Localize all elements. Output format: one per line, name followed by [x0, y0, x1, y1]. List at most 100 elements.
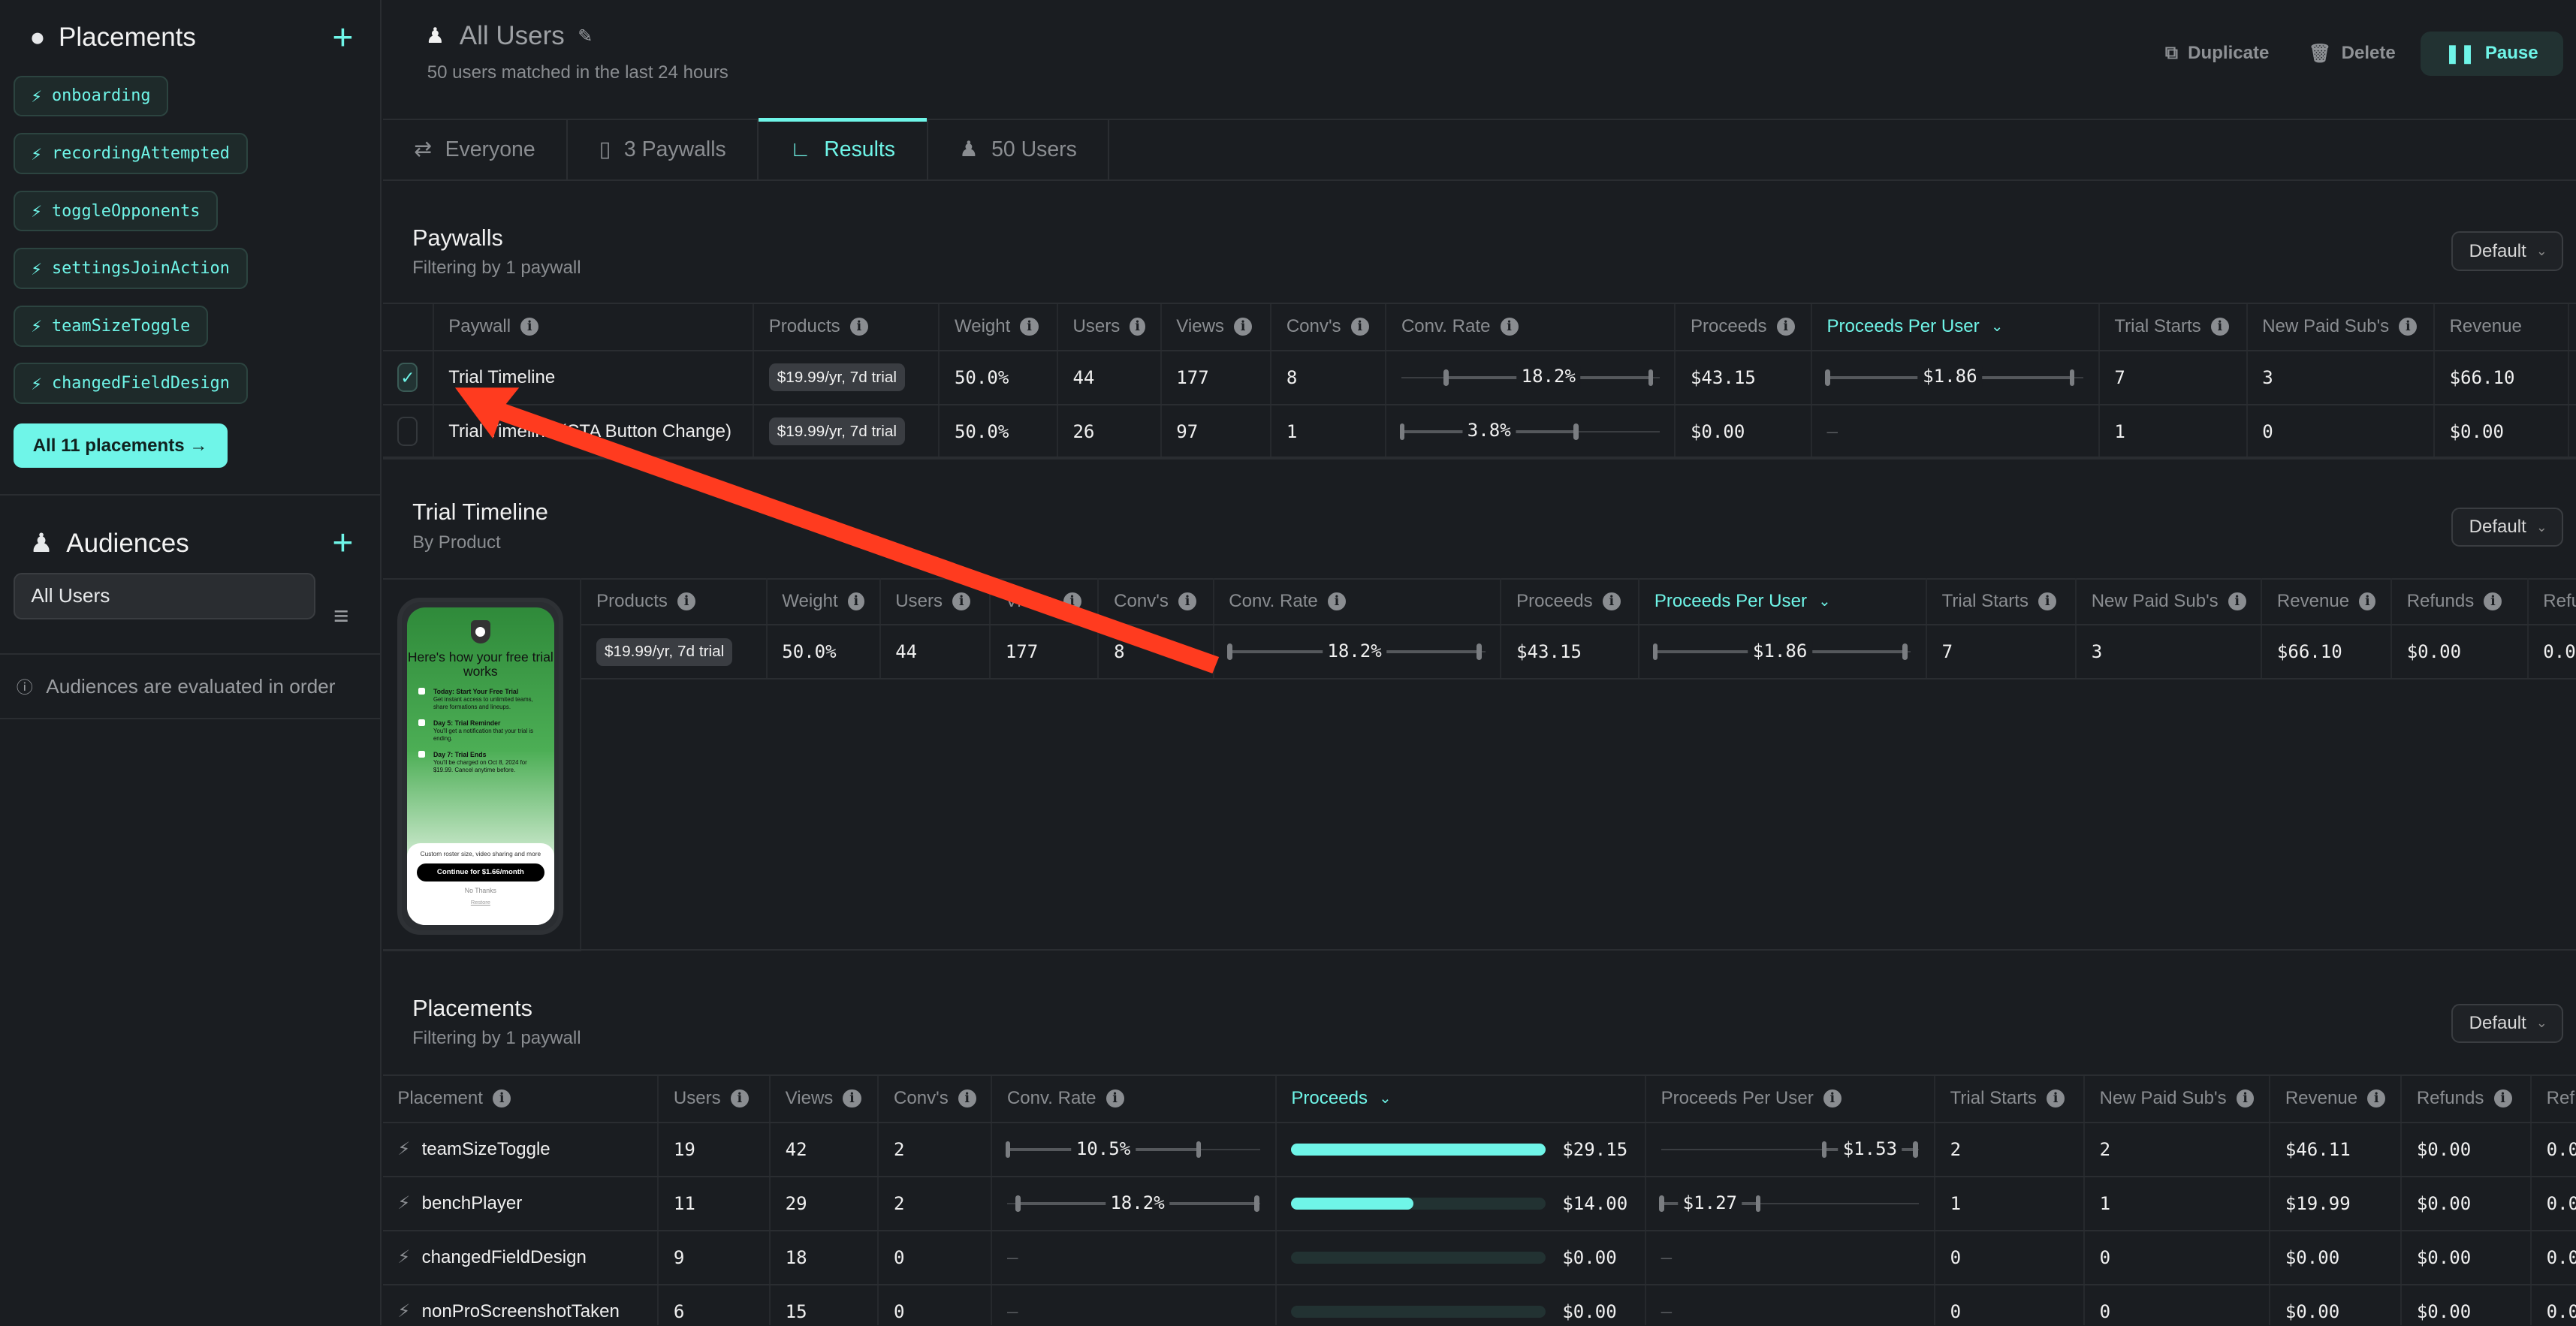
- table-row[interactable]: ⚡︎ benchPlayer 11 29 2 18.2% $14.00 $1.27 1 1 $19.…: [382, 1177, 2576, 1231]
- info-icon[interactable]: i: [1500, 318, 1519, 336]
- placement-chip-teamsizetoggle[interactable]: ⚡︎ teamSizeToggle: [13, 305, 209, 347]
- placement-chip-recordingattempted[interactable]: ⚡︎ recordingAttempted: [13, 133, 248, 174]
- tab-3-paywalls[interactable]: ▯ 3 Paywalls: [568, 119, 759, 179]
- column-header-products[interactable]: Products i: [581, 578, 768, 625]
- column-header-weight[interactable]: Weight i: [940, 303, 1058, 350]
- row-checkbox[interactable]: ✓: [397, 363, 418, 393]
- by-product-sort-dropdown[interactable]: Default ⌄: [2451, 507, 2563, 547]
- add-audience-button[interactable]: +: [332, 523, 354, 564]
- table-row[interactable]: ⚡︎ teamSizeToggle 19 42 2 10.5% $29.15 $1.53 2 2 $…: [382, 1123, 2576, 1177]
- info-icon[interactable]: i: [730, 1089, 749, 1108]
- info-icon[interactable]: i: [1178, 592, 1197, 610]
- all-placements-button[interactable]: All 11 placements →: [13, 423, 228, 469]
- table-row[interactable]: ⚡︎ changedFieldDesign 9 18 0 — $0.00 — 0 0 $0.00 $0…: [382, 1231, 2576, 1285]
- info-icon[interactable]: i: [1130, 318, 1145, 336]
- duplicate-button[interactable]: ⧉ Duplicate: [2150, 32, 2284, 76]
- add-placement-button[interactable]: +: [332, 17, 354, 58]
- sort-chevron-down-icon[interactable]: ⌄: [1379, 1090, 1392, 1108]
- column-header-revenue[interactable]: Revenue i: [2262, 578, 2392, 625]
- column-header-conv-s[interactable]: Conv's i: [1099, 578, 1214, 625]
- column-header-views[interactable]: Views i: [771, 1075, 879, 1122]
- column-header-users[interactable]: Users i: [881, 578, 991, 625]
- column-header-revenue[interactable]: Revenue: [2435, 303, 2570, 350]
- info-icon[interactable]: i: [1350, 318, 1369, 336]
- placement-chip-toggleopponents[interactable]: ⚡︎ toggleOpponents: [13, 190, 219, 232]
- column-header-refunds[interactable]: Refunds i: [2402, 1075, 2532, 1122]
- column-header-refu[interactable]: Refu: [2529, 578, 2576, 624]
- info-icon[interactable]: i: [1776, 318, 1795, 336]
- column-header-trial-starts[interactable]: Trial Starts i: [2100, 303, 2248, 350]
- info-icon[interactable]: i: [2228, 592, 2246, 610]
- audience-item-all-users[interactable]: All Users: [13, 573, 315, 619]
- column-header-new-paid-sub-s[interactable]: New Paid Sub's i: [2085, 1075, 2271, 1122]
- info-icon[interactable]: i: [2484, 592, 2502, 610]
- column-header-paywall[interactable]: Paywall i: [434, 303, 755, 350]
- column-header-new-paid-sub-s[interactable]: New Paid Sub's i: [2077, 578, 2263, 625]
- info-icon[interactable]: i: [843, 1089, 861, 1108]
- info-icon[interactable]: i: [2038, 592, 2057, 610]
- column-header-proceeds-per-user[interactable]: Proceeds Per User i: [1646, 1075, 1935, 1122]
- info-icon[interactable]: i: [952, 592, 971, 610]
- info-icon[interactable]: i: [1602, 592, 1621, 610]
- column-header-proceeds[interactable]: Proceeds i: [1676, 303, 1812, 350]
- edit-pencil-icon[interactable]: ✎: [578, 26, 593, 47]
- column-header-proceeds[interactable]: Proceeds ⌄: [1277, 1075, 1646, 1122]
- column-header-users[interactable]: Users i: [659, 1075, 771, 1122]
- table-row[interactable]: ⚡︎ nonProScreenshotTaken 6 15 0 — $0.00 — 0 0 $0.0…: [383, 1285, 2576, 1326]
- column-header-ref[interactable]: Ref: [2532, 1076, 2576, 1122]
- table-row[interactable]: Trial Timeline (CTA Button Change) $19.99…: [382, 405, 2576, 460]
- column-header-refunds[interactable]: Refunds i: [2392, 578, 2529, 625]
- column-header-products[interactable]: Products i: [754, 303, 940, 350]
- placement-chip-changedfielddesign[interactable]: ⚡︎ changedFieldDesign: [13, 363, 248, 405]
- column-header-placement[interactable]: Placement i: [383, 1075, 659, 1122]
- info-icon[interactable]: i: [1063, 592, 1081, 610]
- column-header-trial-starts[interactable]: Trial Starts i: [1935, 1075, 2085, 1122]
- placement-chip-settingsjoinaction[interactable]: ⚡︎ settingsJoinAction: [13, 248, 248, 289]
- column-header-conv-s[interactable]: Conv's i: [1271, 303, 1387, 350]
- info-icon[interactable]: i: [520, 318, 539, 336]
- tab-50-users[interactable]: ♟ 50 Users: [928, 119, 1110, 179]
- info-icon[interactable]: i: [2493, 1089, 2512, 1108]
- column-header-conv-s[interactable]: Conv's i: [879, 1075, 993, 1122]
- placements-sort-dropdown[interactable]: Default ⌄: [2451, 1003, 2563, 1044]
- info-icon[interactable]: i: [2359, 592, 2376, 610]
- column-header-conv-rate[interactable]: Conv. Rate i: [992, 1075, 1277, 1122]
- delete-button[interactable]: 🗑 Delete: [2294, 32, 2410, 76]
- info-icon[interactable]: i: [677, 592, 696, 610]
- column-header-users[interactable]: Users i: [1058, 303, 1162, 350]
- column-header-conv-rate[interactable]: Conv. Rate i: [1386, 303, 1676, 350]
- tab-everyone[interactable]: ⇄ Everyone: [383, 119, 569, 179]
- info-icon[interactable]: i: [2210, 318, 2229, 336]
- placement-chip-onboarding[interactable]: ⚡︎ onboarding: [13, 75, 169, 117]
- info-icon[interactable]: i: [2236, 1089, 2255, 1108]
- info-icon[interactable]: i: [493, 1089, 511, 1108]
- table-row[interactable]: $19.99/yr, 7d trial 50.0% 44 177 8 18.2% $43.1…: [581, 625, 2576, 680]
- paywalls-sort-dropdown[interactable]: Default ⌄: [2451, 231, 2563, 271]
- info-icon[interactable]: i: [1327, 592, 1346, 610]
- pause-button[interactable]: ❚❚ Pause: [2420, 31, 2563, 76]
- info-icon[interactable]: i: [1234, 318, 1253, 336]
- info-icon[interactable]: i: [1823, 1089, 1842, 1108]
- sort-chevron-down-icon[interactable]: ⌄: [1990, 318, 2004, 336]
- drag-handle-icon[interactable]: ≡: [333, 601, 349, 631]
- row-checkbox[interactable]: [397, 417, 418, 447]
- column-header-proceeds-per-user[interactable]: Proceeds Per User ⌄: [1639, 578, 1927, 625]
- column-header-trial-starts[interactable]: Trial Starts i: [1927, 578, 2077, 625]
- info-icon[interactable]: i: [849, 318, 868, 336]
- paywall-preview-phone[interactable]: Here's how your free trial works Today: …: [397, 598, 564, 935]
- column-header-views[interactable]: Views i: [991, 578, 1099, 625]
- column-header-revenue[interactable]: Revenue i: [2270, 1075, 2403, 1122]
- info-icon[interactable]: i: [1020, 318, 1039, 336]
- info-icon[interactable]: i: [2047, 1089, 2065, 1108]
- info-icon[interactable]: i: [1106, 1089, 1124, 1108]
- table-row[interactable]: ✓ Trial Timeline $19.99/yr, 7d trial 50.0% 4…: [382, 351, 2576, 405]
- info-icon[interactable]: i: [847, 592, 864, 610]
- column-header-proceeds-per-user[interactable]: Proceeds Per User ⌄: [1812, 303, 2100, 350]
- tab-results[interactable]: ∟ Results: [759, 118, 928, 179]
- info-icon[interactable]: i: [958, 1089, 976, 1108]
- column-header-conv-rate[interactable]: Conv. Rate i: [1214, 578, 1502, 625]
- column-header-new-paid-sub-s[interactable]: New Paid Sub's i: [2248, 303, 2435, 350]
- column-header-views[interactable]: Views i: [1162, 303, 1272, 350]
- info-icon[interactable]: i: [2399, 318, 2418, 336]
- column-header-proceeds[interactable]: Proceeds i: [1501, 578, 1640, 625]
